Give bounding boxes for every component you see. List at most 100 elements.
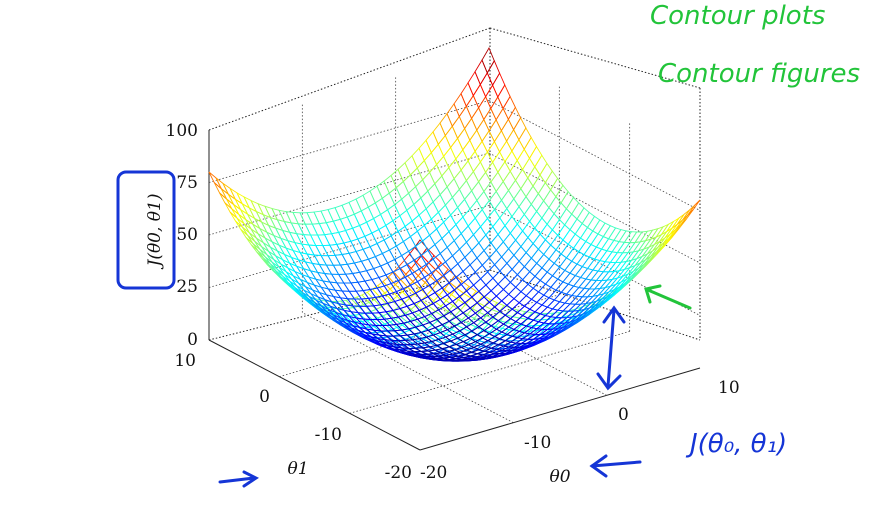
surface-cell (495, 180, 510, 202)
surface-cell (469, 257, 483, 273)
surface-cell (320, 255, 335, 266)
surface-cell (292, 211, 307, 225)
surface-cell (497, 276, 512, 291)
z-tick-75: 75 (176, 173, 198, 193)
surface-cell (395, 180, 410, 200)
surface-cell (350, 281, 364, 292)
y-tick-neg20: -20 (385, 463, 412, 483)
surface-cell (336, 282, 351, 292)
surface-cell (409, 167, 424, 188)
z-axis-label: J(θ0, θ1) (145, 194, 165, 270)
surface-cell (467, 150, 481, 173)
surface-cell (507, 106, 522, 131)
surface-cell (485, 277, 499, 292)
y-tick-0: 0 (259, 387, 270, 407)
y-ticks: 10 0 -10 -20 (174, 351, 412, 483)
surface-cell (422, 284, 436, 298)
surface-cell (497, 160, 511, 183)
surface-cell (443, 146, 457, 169)
surface-cell (485, 84, 499, 110)
surface-cell (439, 186, 453, 206)
surface-cell (436, 221, 450, 240)
surface-cell (417, 268, 432, 284)
surface-cell (472, 226, 487, 244)
surface-cell (492, 217, 506, 236)
surface-cell (458, 179, 473, 201)
surface-cell (494, 256, 508, 272)
surface-cell (327, 254, 342, 266)
surface-cell (322, 244, 336, 257)
z-ticks: 100 75 50 25 0 (166, 121, 198, 350)
surface-cell (511, 138, 525, 162)
surface-cell (457, 256, 471, 273)
surface-cell (460, 225, 475, 243)
surface-cell (441, 230, 455, 249)
annotation-contour-plots: Contour plots (650, 1, 825, 31)
surface-cell (635, 246, 651, 260)
surface-cell (409, 230, 424, 247)
surface-cell (488, 190, 503, 211)
annotation-contour-figures: Contour figures (658, 59, 860, 89)
surface-cell (471, 106, 485, 132)
surface-cell (529, 210, 543, 229)
surface-cell (450, 137, 464, 160)
surface-cell (518, 127, 532, 151)
surface-cell (337, 273, 352, 284)
x-tick-neg10: -10 (524, 433, 551, 453)
surface-cell (544, 170, 559, 191)
surface-cell (520, 236, 534, 254)
surface-cell (485, 225, 499, 244)
surface-cell (446, 102, 460, 128)
surface-cell (313, 210, 327, 225)
surface-cell (490, 233, 504, 251)
surface-cell (518, 195, 532, 216)
surface-cell (536, 200, 550, 219)
surface-cell (476, 249, 490, 266)
surface-cell (399, 209, 413, 228)
surface-cell (528, 145, 543, 168)
surface-cell (330, 273, 345, 284)
surface-cell (460, 317, 475, 328)
surface-cell (408, 185, 422, 206)
surface-cell (504, 215, 518, 234)
surface-cell (465, 170, 480, 192)
surface-cell (451, 115, 466, 140)
surface-cell (315, 245, 329, 257)
surface-cell (401, 192, 415, 212)
surface-cell (506, 198, 520, 218)
surface-cell (511, 260, 526, 276)
surface-cell (443, 214, 457, 233)
y-axis-label: θ1 (287, 459, 308, 479)
y-tick-neg10: -10 (315, 425, 342, 445)
surface-cell (436, 155, 450, 177)
surface-cell (318, 222, 333, 236)
surface-cell (458, 105, 473, 130)
surface-cell (425, 131, 439, 154)
surface-cell (415, 179, 429, 199)
surface-cell (448, 223, 462, 242)
z-tick-25: 25 (176, 277, 198, 297)
surface-cell (471, 180, 485, 202)
surface-cell (271, 207, 286, 223)
surface-cell (495, 107, 509, 132)
surface-cell (464, 190, 478, 210)
surface-mesh (208, 46, 701, 362)
surface-cell (397, 162, 411, 183)
x-tick-0: 0 (618, 405, 629, 425)
surface-cell (416, 159, 431, 181)
surface-cell (499, 140, 513, 163)
surface-cell (497, 224, 511, 243)
surface-cell (490, 283, 505, 297)
surface-cell (479, 71, 494, 98)
surface-cell (432, 193, 446, 214)
surface-cell (444, 125, 459, 149)
surface-cell (502, 232, 517, 250)
surface-cell (411, 214, 425, 232)
surface-cell (523, 203, 538, 223)
surface-cell (451, 330, 466, 339)
surface-cell (418, 139, 432, 162)
x-ticks: -20 -10 0 10 (420, 378, 740, 483)
surface-cell (515, 230, 529, 248)
surface-cell (474, 140, 488, 163)
surface-cell (486, 140, 501, 164)
